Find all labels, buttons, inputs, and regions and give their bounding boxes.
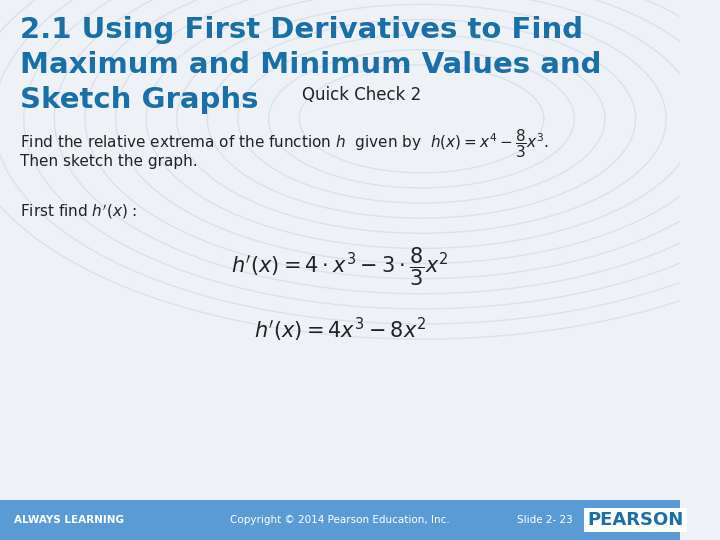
Text: First find $h'(x)$ :: First find $h'(x)$ : bbox=[20, 202, 138, 221]
Text: $h'(x)=4 \cdot x^3 - 3 \cdot \dfrac{8}{3}x^2$: $h'(x)=4 \cdot x^3 - 3 \cdot \dfrac{8}{3… bbox=[231, 246, 449, 288]
Text: 2.1 Using First Derivatives to Find: 2.1 Using First Derivatives to Find bbox=[20, 16, 583, 44]
Text: Then sketch the graph.: Then sketch the graph. bbox=[20, 154, 198, 169]
Text: Find the relative extrema of the function $h$  given by  $h(x)=x^4-\dfrac{8}{3}x: Find the relative extrema of the functio… bbox=[20, 127, 549, 160]
Text: Slide 2- 23: Slide 2- 23 bbox=[517, 515, 572, 525]
Text: Maximum and Minimum Values and: Maximum and Minimum Values and bbox=[20, 51, 602, 79]
Text: PEARSON: PEARSON bbox=[588, 511, 684, 529]
Text: Quick Check 2: Quick Check 2 bbox=[302, 86, 422, 104]
Text: Sketch Graphs: Sketch Graphs bbox=[20, 86, 259, 114]
Text: ALWAYS LEARNING: ALWAYS LEARNING bbox=[14, 515, 124, 525]
Text: Copyright © 2014 Pearson Education, Inc.: Copyright © 2014 Pearson Education, Inc. bbox=[230, 515, 450, 525]
Text: $h'(x)=4x^3-8x^2$: $h'(x)=4x^3-8x^2$ bbox=[253, 316, 426, 344]
Bar bbox=[0, 500, 680, 540]
